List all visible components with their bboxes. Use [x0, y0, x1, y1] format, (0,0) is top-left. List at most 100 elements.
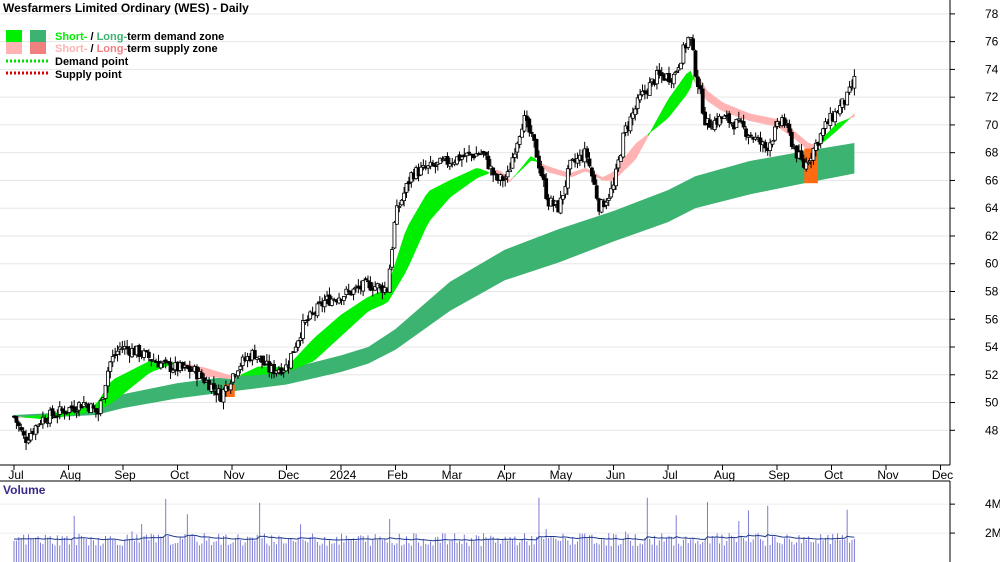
candle-body [305, 319, 310, 322]
price-candle [171, 367, 175, 374]
price-candle [433, 162, 438, 174]
price-candle [390, 246, 394, 271]
candle-body [698, 85, 703, 90]
candle-body [741, 121, 746, 128]
price-candle [729, 121, 734, 127]
short-term-demand-segment [135, 365, 141, 385]
price-candle [570, 158, 575, 162]
time-tick-label: 2024 [330, 468, 357, 482]
time-tick-label: Apr [497, 468, 516, 482]
time-tick-label: Sep [768, 468, 790, 482]
price-candle [717, 113, 722, 128]
candle-body [142, 350, 146, 358]
price-candle [315, 301, 320, 319]
price-candle [655, 65, 659, 90]
candle-body [630, 112, 635, 119]
price-candle [19, 423, 24, 432]
time-tick-label: Dec [278, 468, 299, 482]
candle-body [520, 128, 524, 138]
price-candle [459, 154, 464, 167]
price-candle [736, 111, 741, 124]
price-candle [541, 167, 546, 188]
price-candle [638, 89, 642, 104]
price-candle [146, 349, 151, 362]
candle-body [628, 116, 633, 132]
price-candle [199, 369, 204, 381]
short-term-demand-segment [463, 171, 469, 188]
candle-body [604, 201, 609, 206]
price-candle [108, 360, 113, 379]
price-candle [691, 34, 695, 51]
candle-body [717, 115, 722, 126]
price-candle [681, 42, 686, 65]
candle-body [640, 90, 645, 96]
price-candle [695, 69, 700, 94]
price-candle [838, 99, 842, 117]
short-term-supply-segment [219, 372, 225, 379]
candle-body [806, 162, 811, 165]
candle-body [93, 407, 98, 413]
candle-body [517, 136, 522, 145]
supply-block [223, 384, 235, 397]
candle-body [539, 166, 544, 177]
short-term-demand-segment [345, 308, 351, 333]
candle-body [590, 167, 594, 177]
candle-body [298, 337, 303, 341]
candle-body [19, 427, 24, 431]
price-candle [103, 384, 108, 404]
price-candle [512, 148, 517, 163]
short-term-demand-segment [257, 366, 263, 376]
price-candle [633, 105, 638, 121]
candle-body [163, 359, 168, 362]
price-candle [231, 373, 236, 385]
candle-body [368, 281, 373, 291]
price-candle [534, 138, 539, 158]
candle-body [236, 370, 240, 377]
price-candle [712, 116, 717, 132]
candle-body [24, 436, 28, 444]
candle-body [484, 151, 488, 156]
candle-body [252, 350, 257, 360]
price-candle [630, 107, 635, 126]
price-candle [585, 145, 590, 164]
volume-grid [0, 503, 950, 534]
price-candle [14, 415, 19, 430]
price-candle [301, 313, 305, 344]
price-candle [708, 113, 712, 128]
candle-body [712, 119, 717, 131]
candle-body [813, 142, 818, 151]
price-candle [484, 151, 488, 160]
candle-body [565, 168, 570, 189]
price-candle [272, 360, 276, 379]
candle-body [575, 158, 580, 164]
candle-body [503, 178, 508, 180]
candle-body [609, 187, 614, 198]
price-candle [387, 264, 392, 293]
price-candle [144, 349, 149, 353]
candle-body [16, 422, 21, 427]
time-tick-label: Jul [662, 468, 677, 482]
candle-body [293, 346, 298, 353]
price-candle [486, 150, 491, 170]
candle-body [746, 135, 751, 138]
candle-body [108, 361, 113, 372]
price-tick-label: 70 [985, 118, 999, 132]
short-term-supply-segment [757, 115, 763, 124]
short-term-demand-segment [127, 369, 132, 391]
price-candle [621, 132, 626, 159]
time-tick-label: Nov [877, 468, 898, 482]
candle-body [407, 181, 411, 185]
price-tick-label: 54 [985, 340, 999, 354]
price-tick-label: 60 [985, 257, 999, 271]
price-candle [623, 122, 628, 137]
price-candle [847, 80, 852, 95]
candle-body [161, 361, 166, 364]
price-candle [368, 276, 373, 292]
price-candle [298, 332, 303, 346]
price-tick-label: 68 [985, 146, 999, 160]
candle-body [763, 141, 768, 149]
candle-body [36, 424, 40, 427]
price-candle [532, 134, 537, 148]
candle-body [647, 82, 652, 96]
price-candle [529, 125, 534, 138]
